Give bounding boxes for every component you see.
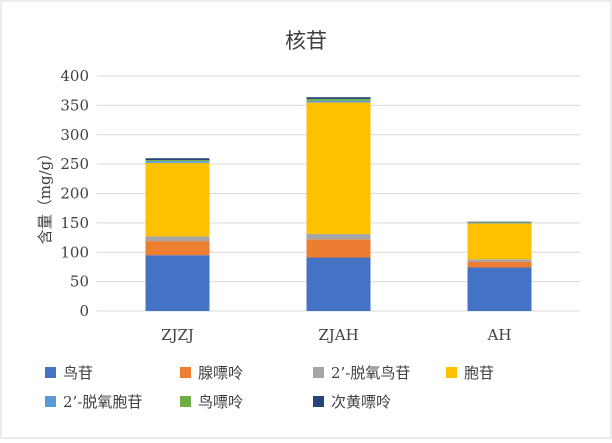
- x-tick-label: ZJAH: [318, 326, 358, 344]
- legend-swatch: [313, 396, 324, 407]
- legend-label: 次黄嘌呤: [331, 393, 391, 411]
- y-axis-label: 含量（mg/g）: [36, 146, 54, 244]
- y-tick-label: 0: [79, 302, 89, 320]
- bar-segment: [145, 241, 210, 256]
- bar-segment: [467, 267, 532, 311]
- bar-segment: [306, 97, 371, 99]
- y-tick-label: 50: [70, 273, 89, 291]
- bar-segment: [467, 223, 532, 260]
- bar-segment: [467, 261, 532, 268]
- bar-segment: [467, 222, 532, 223]
- y-tick-label: 150: [60, 214, 89, 232]
- legend-swatch: [313, 367, 324, 378]
- x-tick-label: ZJZJ: [161, 326, 194, 344]
- bars: [145, 97, 532, 311]
- y-tick-label: 200: [60, 185, 89, 203]
- legend-label: 腺嘌呤: [198, 364, 243, 382]
- chart-title: 核苷: [285, 29, 327, 53]
- bar-segment: [145, 162, 210, 237]
- bar-segment: [467, 222, 532, 224]
- bar-segment: [145, 158, 210, 161]
- legend-label: 鸟苷: [63, 364, 93, 382]
- legend-label: 2’-脱氧鸟苷: [331, 364, 410, 382]
- legend-label: 胞苷: [464, 364, 494, 382]
- y-axis-ticks: 0 50 100 150 200 250 300 350 400: [60, 67, 89, 320]
- x-axis-ticks: ZJZJ ZJAH AH: [161, 326, 511, 344]
- bar-segment: [306, 102, 371, 235]
- y-tick-label: 250: [60, 155, 89, 173]
- legend-label: 鸟嘌呤: [198, 393, 243, 411]
- bar-segment: [467, 221, 532, 223]
- bar-segment: [145, 160, 210, 162]
- bar-segment: [145, 255, 210, 311]
- bar-segment: [306, 100, 371, 103]
- legend-swatch: [180, 396, 191, 407]
- bar-segment: [306, 239, 371, 258]
- bar-segment: [306, 98, 371, 101]
- legend-swatch: [45, 396, 56, 407]
- legend: 鸟苷 腺嘌呤 2’-脱氧鸟苷 胞苷 2’-脱氧胞苷 鸟嘌呤 次黄嘌呤: [45, 364, 494, 411]
- legend-swatch: [45, 367, 56, 378]
- bar-segment: [306, 257, 371, 311]
- legend-swatch: [180, 367, 191, 378]
- y-tick-label: 400: [60, 67, 89, 85]
- legend-label: 2’-脱氧胞苷: [63, 393, 142, 411]
- bar-segment: [306, 234, 371, 240]
- x-tick-label: AH: [487, 326, 512, 344]
- y-tick-label: 300: [60, 126, 89, 144]
- bar-segment: [145, 236, 210, 242]
- y-tick-label: 100: [60, 243, 89, 261]
- legend-swatch: [446, 367, 457, 378]
- bar-segment: [145, 161, 210, 163]
- bar-segment: [467, 259, 532, 262]
- y-tick-label: 350: [60, 96, 89, 114]
